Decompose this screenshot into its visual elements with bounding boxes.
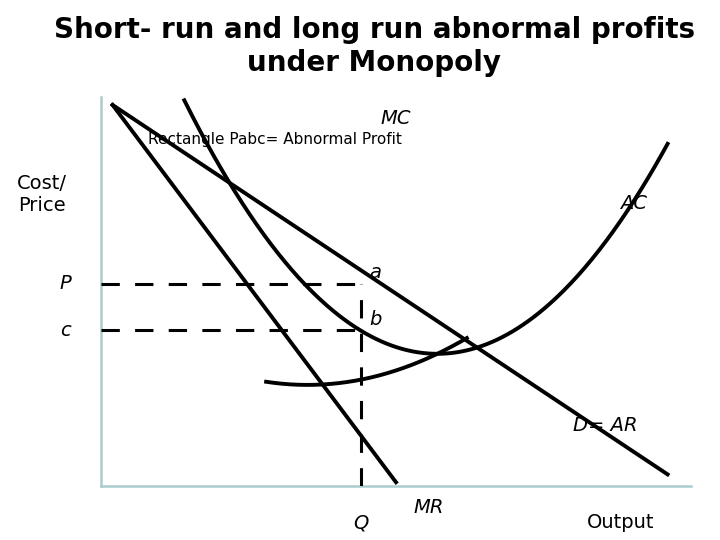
Text: Cost/
Price: Cost/ Price: [17, 174, 67, 215]
Text: Short- run and long run abnormal profits: Short- run and long run abnormal profits: [54, 16, 695, 44]
Text: MC: MC: [381, 110, 411, 129]
Text: AC: AC: [621, 194, 647, 213]
Text: under Monopoly: under Monopoly: [248, 49, 501, 77]
Text: Q: Q: [353, 513, 368, 532]
Text: MR: MR: [414, 498, 444, 517]
Text: P: P: [60, 274, 71, 293]
Text: c: c: [60, 321, 71, 340]
Text: b: b: [369, 309, 382, 329]
Text: Rectangle Pabc= Abnormal Profit: Rectangle Pabc= Abnormal Profit: [148, 132, 402, 147]
Text: D= AR: D= AR: [573, 416, 638, 435]
Text: a: a: [369, 263, 382, 282]
Text: Output: Output: [587, 513, 654, 532]
